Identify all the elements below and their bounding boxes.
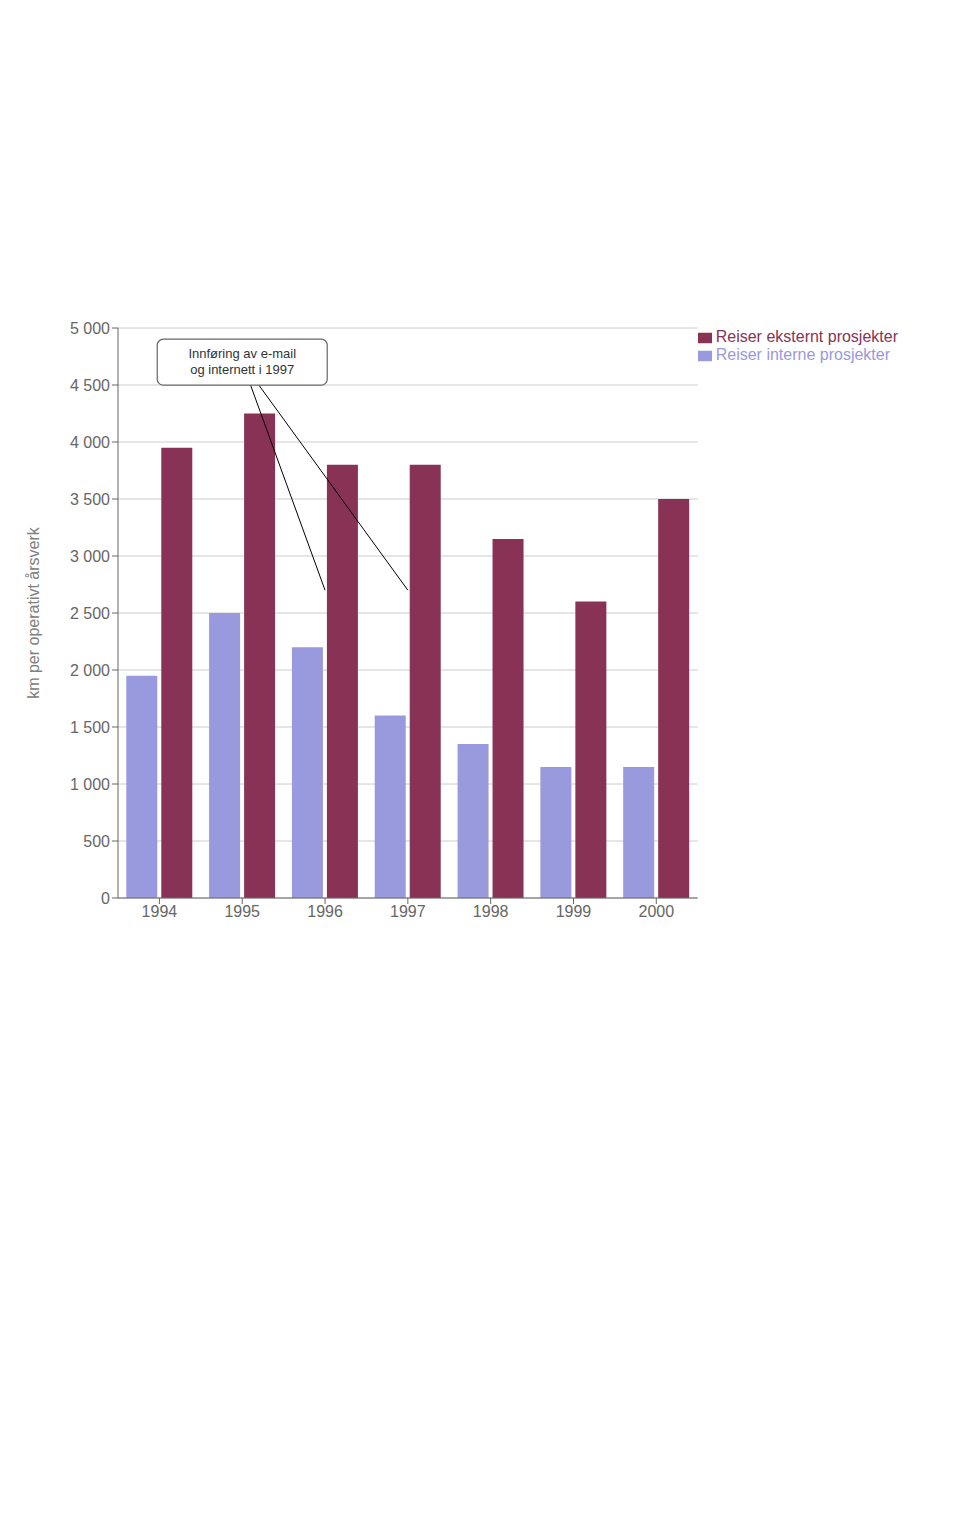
svg-text:1 500: 1 500	[70, 719, 110, 736]
svg-text:500: 500	[83, 833, 110, 850]
svg-text:Innføring av e-mailog internet: Innføring av e-mailog internett i 1997	[188, 346, 296, 377]
svg-text:5 000: 5 000	[70, 320, 110, 337]
svg-text:km per operativt årsverk: km per operativt årsverk	[25, 526, 42, 699]
svg-text:1999: 1999	[556, 903, 592, 920]
svg-text:1997: 1997	[390, 903, 426, 920]
svg-text:1 000: 1 000	[70, 776, 110, 793]
svg-text:1998: 1998	[473, 903, 509, 920]
svg-text:0: 0	[101, 890, 110, 907]
svg-text:4 500: 4 500	[70, 377, 110, 394]
html-text:Reiser interne prosjekter: Reiser interne prosjekter	[715, 346, 890, 363]
svg-text:2 500: 2 500	[70, 605, 110, 622]
svg-text:1995: 1995	[224, 903, 260, 920]
svg-text:1996: 1996	[307, 903, 343, 920]
svg-text:3 000: 3 000	[70, 548, 110, 565]
svg-text:4 000: 4 000	[70, 434, 110, 451]
html-text:Reiser eksternt prosjekter: Reiser eksternt prosjekter	[715, 328, 898, 345]
svg-text:2 000: 2 000	[70, 662, 110, 679]
svg-text:2000: 2000	[638, 903, 674, 920]
svg-text:3 500: 3 500	[70, 491, 110, 508]
svg-text:1994: 1994	[142, 903, 178, 920]
